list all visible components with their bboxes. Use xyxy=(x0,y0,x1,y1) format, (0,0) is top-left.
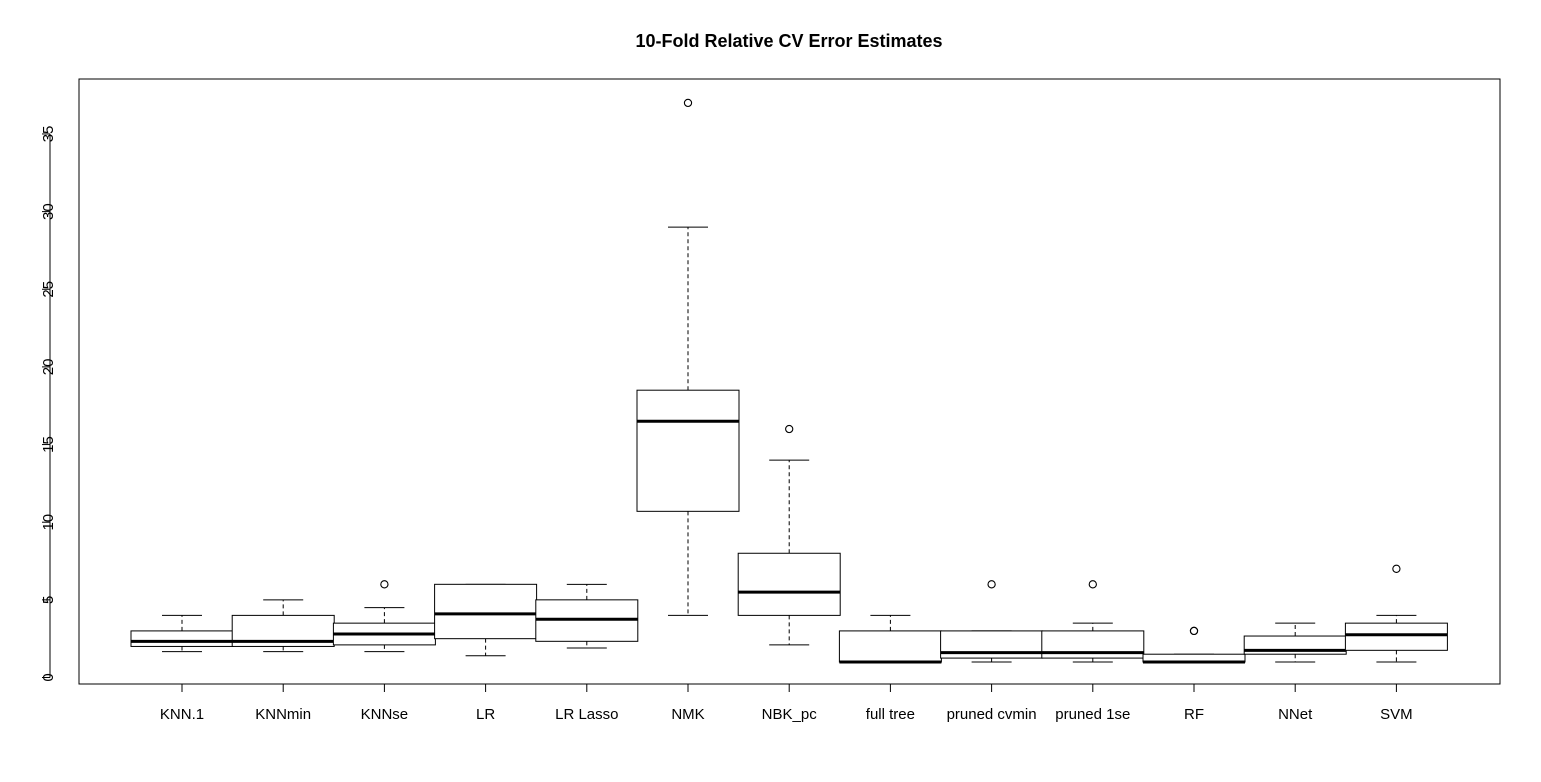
box-lr xyxy=(434,583,538,657)
x-tick-label: SVM xyxy=(1380,706,1413,723)
outlier-point xyxy=(380,580,389,589)
outlier-point xyxy=(1088,580,1097,589)
x-tick-label: LR Lasso xyxy=(555,706,618,723)
box-knn-1 xyxy=(130,614,234,653)
x-axis: KNN.1 KNNmin KNNse LR LR Lasso NMK NBK_pc full … xyxy=(160,683,1413,723)
box-rf xyxy=(1142,626,1246,664)
x-tick-label: NNet xyxy=(1278,706,1313,723)
box-nbk-pc xyxy=(737,424,841,646)
box-iqr xyxy=(838,630,942,663)
x-tick-label: LR xyxy=(476,706,495,723)
x-tick-label: KNN.1 xyxy=(160,706,204,723)
x-tick-label: full tree xyxy=(866,706,915,723)
box-iqr xyxy=(636,389,740,512)
box-nmk xyxy=(636,98,740,616)
outlier-point xyxy=(683,98,693,108)
x-tick-label: NBK_pc xyxy=(762,706,818,723)
x-tick-label: pruned cvmin xyxy=(947,706,1037,723)
box-knnmin xyxy=(231,599,335,653)
boxes-group xyxy=(130,98,1448,664)
y-axis: 0 5 10 15 20 25 30 35 xyxy=(40,126,57,682)
outlier-point xyxy=(1189,626,1199,636)
box-pruned-cvmin xyxy=(940,580,1044,663)
y-tick-label: 35 xyxy=(40,126,57,143)
y-tick-label: 30 xyxy=(40,203,57,220)
box-pruned-1se xyxy=(1041,580,1145,663)
y-tick-label: 5 xyxy=(40,596,57,604)
y-tick-label: 25 xyxy=(40,281,57,298)
y-tick-label: 20 xyxy=(40,359,57,376)
box-iqr xyxy=(1344,622,1448,651)
y-tick-label: 15 xyxy=(40,436,57,453)
outlier-point xyxy=(785,424,794,434)
box-iqr xyxy=(737,552,841,616)
y-tick-label: 10 xyxy=(40,514,57,531)
outlier-point xyxy=(987,580,996,589)
x-tick-label: NMK xyxy=(671,706,704,723)
box-iqr xyxy=(434,583,538,640)
box-svm xyxy=(1344,564,1448,663)
y-tick-label: 0 xyxy=(40,673,57,681)
box-nnet xyxy=(1243,622,1347,663)
box-full-tree xyxy=(838,614,942,664)
x-tick-label: KNNse xyxy=(361,706,409,723)
x-tick-label: KNNmin xyxy=(255,706,311,723)
box-iqr xyxy=(130,630,234,647)
x-tick-label: pruned 1se xyxy=(1055,706,1130,723)
outlier-point xyxy=(1392,564,1401,573)
box-knnse xyxy=(332,580,436,653)
chart-title: 10-Fold Relative CV Error Estimates xyxy=(635,31,942,51)
x-tick-label: RF xyxy=(1184,706,1204,723)
box-lr-lasso xyxy=(535,583,639,649)
